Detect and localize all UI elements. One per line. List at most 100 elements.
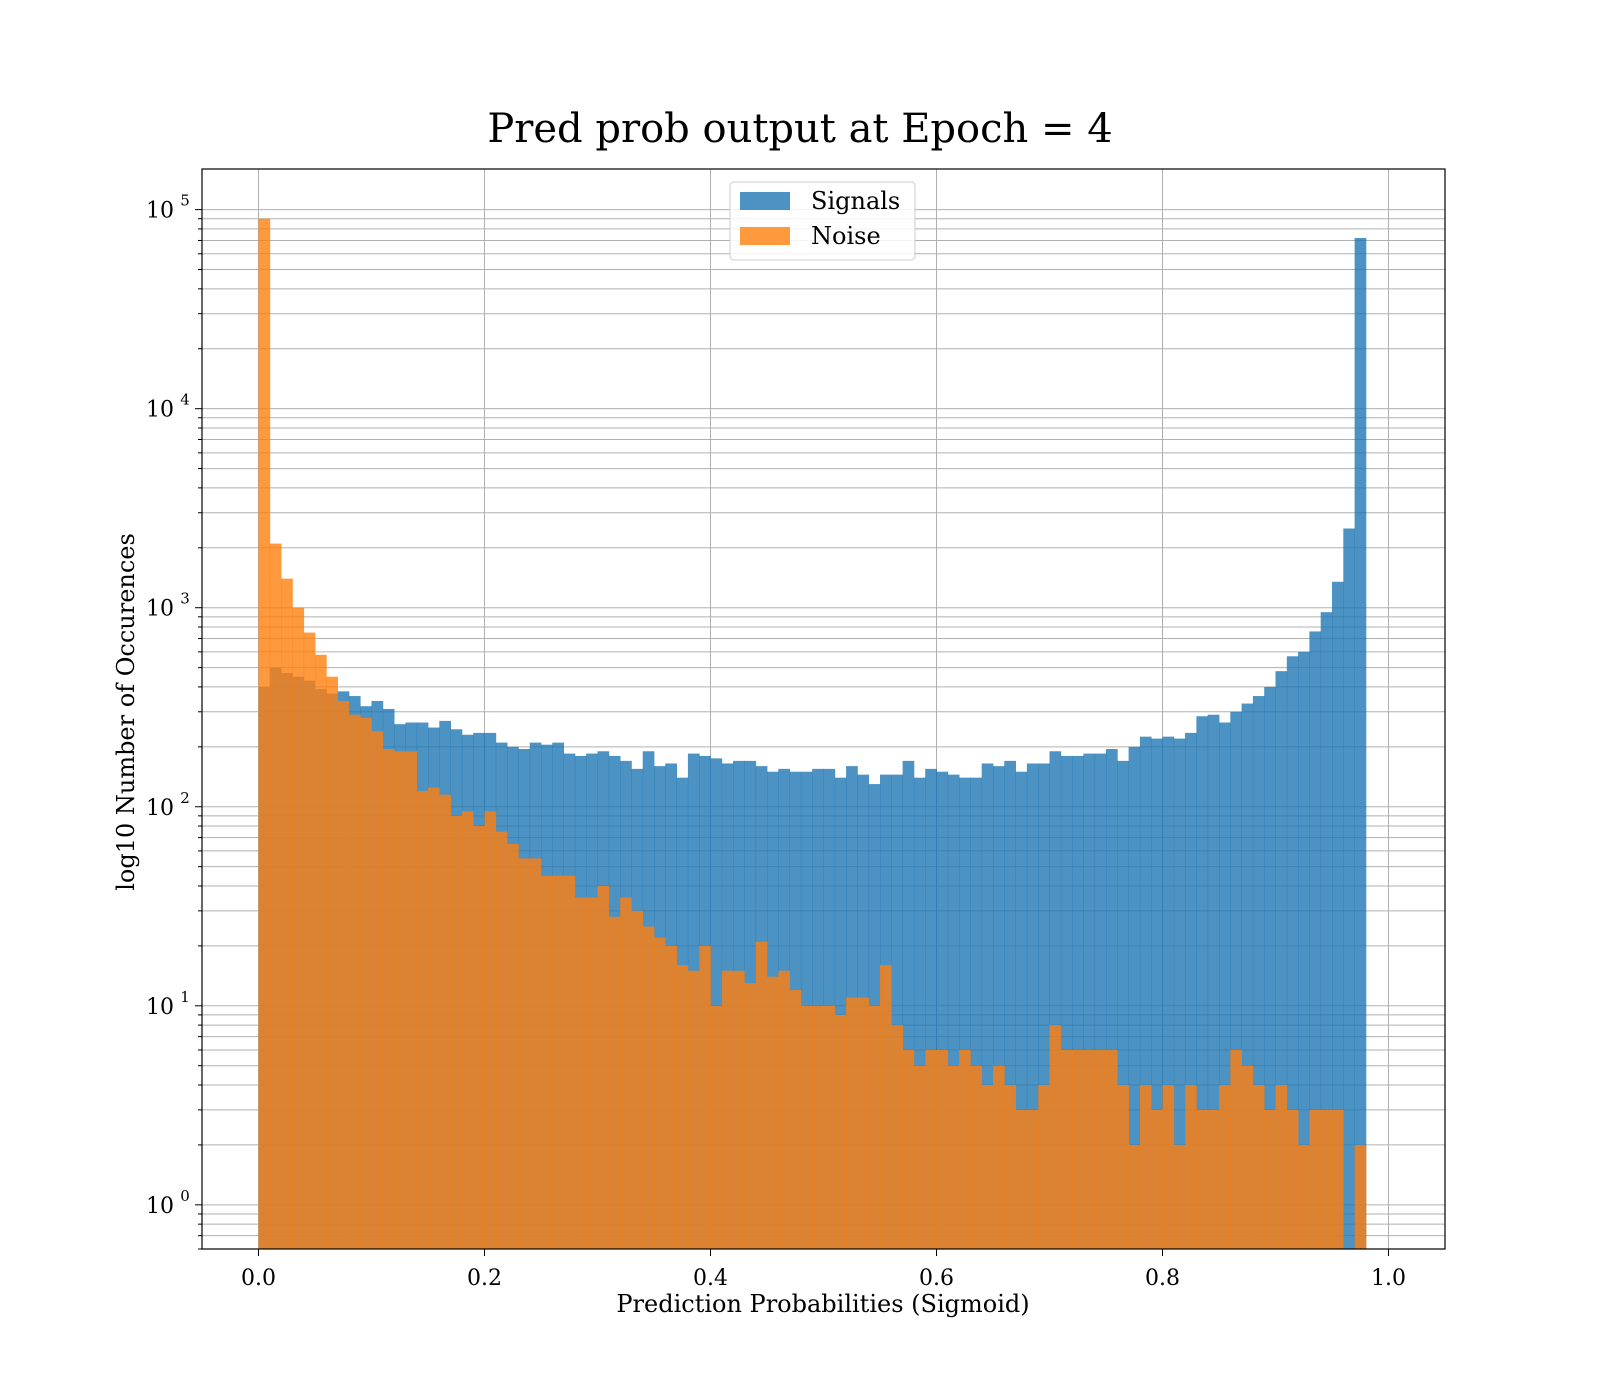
x-tick-label: 0.8 <box>1145 1266 1180 1291</box>
bar-signals <box>834 777 847 1249</box>
bar-noise <box>846 997 858 1249</box>
axis-ticks: 0.0 0.2 0.4 0.6 0.8 1.0 10 0 10 1 10 2 10 3 10 4 10 5 <box>146 192 1406 1291</box>
bar-signals <box>1298 651 1310 1249</box>
y-tick-exponent: 0 <box>180 1187 190 1205</box>
bar-signals <box>1004 760 1016 1249</box>
bar-noise <box>269 543 282 1249</box>
bar-signals <box>1241 703 1254 1249</box>
bar-noise <box>1060 1049 1073 1249</box>
bar-noise <box>1015 1109 1028 1249</box>
bar-noise <box>428 787 440 1249</box>
bar-signals <box>902 760 915 1249</box>
bar-noise <box>868 1005 881 1249</box>
bar-noise <box>721 970 734 1249</box>
bar-noise <box>1252 1085 1265 1249</box>
bar-noise <box>348 714 361 1249</box>
bar-noise <box>1230 1049 1242 1249</box>
histogram-bars <box>258 218 1367 1249</box>
bar-noise <box>495 831 508 1249</box>
bar-noise <box>1004 1085 1016 1249</box>
bar-signals <box>1207 714 1220 1249</box>
bar-noise <box>326 676 338 1249</box>
bar-signals <box>1106 749 1118 1249</box>
bar-signals <box>913 777 926 1249</box>
x-tick-label: 0.6 <box>919 1266 954 1291</box>
bar-signals <box>1354 238 1367 1249</box>
bar-noise <box>812 1005 824 1249</box>
bar-noise <box>608 916 621 1249</box>
bar-noise <box>281 578 293 1249</box>
bar-noise <box>947 1065 960 1249</box>
bar-noise <box>1196 1109 1209 1249</box>
bar-signals <box>1015 771 1028 1249</box>
bar-noise <box>789 990 802 1249</box>
bar-noise <box>1185 1085 1197 1249</box>
legend-label-noise: Noise <box>811 222 881 250</box>
chart-title: Pred prob output at Epoch = 4 <box>487 106 1112 152</box>
bar-signals <box>1196 716 1209 1249</box>
bar-noise <box>699 945 711 1249</box>
legend-swatch-signals <box>740 192 790 210</box>
bar-noise <box>1026 1109 1039 1249</box>
bar-signals <box>1343 528 1355 1249</box>
bar-signals <box>1252 696 1265 1249</box>
y-axis-label: log10 Number of Occurences <box>112 533 140 891</box>
bar-noise <box>541 875 553 1249</box>
bar-noise <box>292 607 305 1249</box>
bar-noise <box>1049 1025 1062 1249</box>
y-tick-label: 10 <box>146 796 174 821</box>
bar-noise <box>1320 1109 1333 1249</box>
bar-noise <box>1162 1085 1175 1249</box>
bar-signals <box>1049 751 1062 1249</box>
bar-noise <box>1151 1109 1163 1249</box>
bar-signals <box>1083 753 1096 1249</box>
bar-noise <box>394 751 406 1249</box>
bar-noise <box>552 875 564 1249</box>
bar-noise <box>1117 1085 1129 1249</box>
bar-noise <box>880 965 892 1249</box>
bar-noise <box>857 997 870 1249</box>
bar-noise <box>687 970 700 1249</box>
bar-noise <box>925 1049 937 1249</box>
y-tick-exponent: 5 <box>180 192 190 210</box>
bar-noise <box>1083 1049 1096 1249</box>
bar-noise <box>439 794 451 1249</box>
bar-signals <box>936 771 949 1249</box>
bar-signals <box>1162 736 1175 1249</box>
bar-noise <box>981 1085 994 1249</box>
bar-signals <box>1332 581 1344 1249</box>
bar-noise <box>959 1049 971 1249</box>
legend-label-signals: Signals <box>811 187 900 215</box>
x-axis-label: Prediction Probabilities (Sigmoid) <box>616 1290 1029 1318</box>
bar-noise <box>1139 1085 1152 1249</box>
y-tick-exponent: 3 <box>180 590 190 608</box>
bar-noise <box>823 1005 836 1249</box>
bar-signals <box>891 774 903 1249</box>
bar-noise <box>631 910 644 1249</box>
bar-signals <box>1286 656 1299 1249</box>
y-tick-label: 10 <box>146 1194 174 1219</box>
bar-noise <box>654 937 666 1249</box>
bar-noise <box>529 858 542 1249</box>
bar-noise <box>1332 1109 1344 1249</box>
y-tick-label: 10 <box>146 597 174 622</box>
bar-noise <box>1241 1065 1254 1249</box>
bar-signals <box>959 777 971 1249</box>
bar-noise <box>1286 1109 1299 1249</box>
bar-noise <box>574 897 587 1249</box>
bar-noise <box>315 654 327 1249</box>
bar-noise <box>258 218 271 1249</box>
bar-noise <box>800 1005 813 1249</box>
bar-signals <box>1139 736 1152 1249</box>
bar-noise <box>518 858 531 1249</box>
bar-noise <box>767 976 779 1249</box>
bar-noise <box>405 751 418 1249</box>
bar-signals <box>1173 738 1186 1249</box>
bar-noise <box>586 897 598 1249</box>
bar-noise <box>1173 1144 1186 1249</box>
bar-signals <box>947 774 960 1249</box>
bar-noise <box>382 749 395 1249</box>
bar-noise <box>665 945 677 1249</box>
legend-swatch-noise <box>740 227 790 245</box>
